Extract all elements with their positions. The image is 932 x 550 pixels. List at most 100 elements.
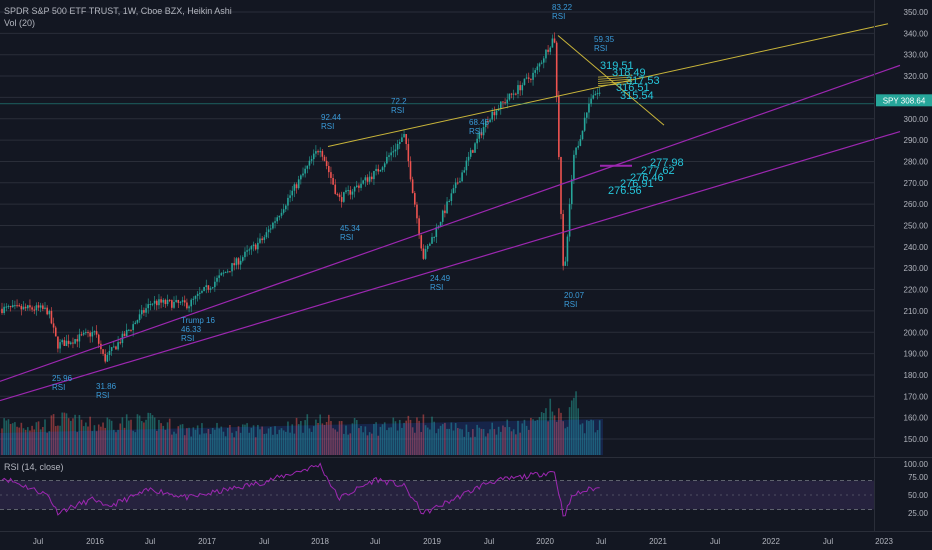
candle-body (97, 334, 100, 344)
volume-bar (525, 425, 528, 455)
volume-bar (209, 434, 212, 455)
candle-body (162, 299, 165, 303)
candle-body (291, 190, 294, 196)
price-tick-label: 270.00 (904, 179, 929, 188)
candle-body (570, 179, 573, 205)
volume-bar (547, 421, 549, 455)
volume-bar (330, 421, 332, 455)
volume-bar (261, 426, 263, 455)
candle-body (418, 218, 420, 236)
candle-body (289, 195, 291, 198)
volume-bar (3, 418, 5, 455)
annotation-a8: 24.49 (430, 274, 451, 283)
volume-bar (166, 422, 169, 455)
rsi-chart[interactable]: 100.00 75.00 50.00 25.00 (0, 459, 932, 531)
volume-bar (433, 421, 435, 455)
candle-body (409, 161, 412, 180)
price-tick-label: 250.00 (904, 222, 929, 231)
volume-bar (65, 413, 68, 455)
candle-body (130, 329, 132, 331)
volume-bar (257, 424, 259, 455)
volume-bar (474, 436, 476, 455)
volume-bar (536, 419, 539, 455)
volume-bar (506, 419, 509, 455)
volume-bar (33, 429, 36, 455)
candle-body (231, 263, 233, 272)
volume-bar (113, 429, 115, 455)
candle-body (214, 281, 216, 288)
candle-body (188, 306, 190, 309)
volume-bar (497, 426, 500, 455)
candle-body (54, 327, 57, 337)
volume-bar (328, 414, 330, 455)
candle-body (63, 340, 66, 346)
volume-bar (560, 412, 562, 455)
candle-body (192, 298, 195, 300)
volume-bar (596, 430, 599, 455)
annotation-a4: RSI (321, 122, 334, 131)
candle-body (160, 299, 162, 303)
volume-bar (235, 431, 238, 455)
volume-bar (534, 420, 536, 455)
annotation-a3: RSI (181, 334, 194, 343)
candle-body (285, 205, 287, 210)
volume-bar (179, 424, 182, 455)
volume-bar (259, 429, 261, 455)
candle-body (242, 257, 244, 261)
volume-bar (132, 430, 134, 455)
volume-bar (57, 425, 59, 455)
volume-bar (278, 429, 281, 455)
chart-title[interactable]: SPDR S&P 500 ETF TRUST, 1W, Cboe BZX, He… (4, 6, 232, 16)
volume-bar (115, 432, 117, 455)
price-tick-label: 320.00 (904, 72, 929, 81)
volume-bar (317, 423, 319, 455)
volume-bar (484, 436, 487, 455)
candle-body (93, 331, 96, 333)
candle-body (44, 307, 46, 309)
volume-bar (231, 432, 233, 455)
volume-bar (91, 431, 94, 455)
candle-body (59, 342, 61, 349)
fib-label: 277.98 (650, 157, 684, 169)
candle-body (392, 151, 395, 153)
volume-bar (80, 419, 83, 455)
candle-body (50, 310, 53, 324)
volume-bar (512, 429, 515, 455)
candle-body (175, 299, 177, 303)
rsi-line (1, 462, 600, 517)
volume-bar (540, 412, 543, 455)
volume-bar (334, 429, 337, 455)
volume-bar (579, 424, 582, 455)
candle-body (194, 295, 197, 299)
annotation-a11: 20.07 (564, 291, 585, 300)
volume-bar (100, 426, 102, 455)
volume-bar (252, 425, 255, 455)
candle-body (70, 342, 72, 344)
candle-body (31, 307, 33, 310)
volume-bar (250, 427, 253, 455)
rsi-band (0, 480, 874, 510)
volume-bar (239, 432, 242, 455)
fib-label: 277.62 (641, 165, 675, 177)
candle-body (362, 180, 364, 184)
volume-bar (568, 407, 571, 455)
volume-bar (553, 415, 556, 455)
volume-bar (95, 431, 98, 455)
volume-bar (564, 428, 567, 455)
price-tick-label: 150.00 (904, 435, 929, 444)
volume-bar (362, 432, 364, 455)
volume-bar (347, 434, 349, 455)
candle-body (269, 228, 272, 230)
volume-bar (149, 413, 152, 455)
candle-body (95, 331, 98, 335)
candle-body (573, 154, 575, 180)
candle-body (106, 354, 109, 362)
annotation-a3: Trump 16 (181, 316, 215, 325)
rsi-legend[interactable]: RSI (14, close) (4, 462, 64, 472)
candle-body (265, 232, 268, 238)
price-tick-label: 170.00 (904, 392, 929, 401)
volume-legend[interactable]: Vol (20) (4, 18, 36, 28)
candle-body (87, 332, 89, 334)
volume-bar (461, 429, 463, 455)
